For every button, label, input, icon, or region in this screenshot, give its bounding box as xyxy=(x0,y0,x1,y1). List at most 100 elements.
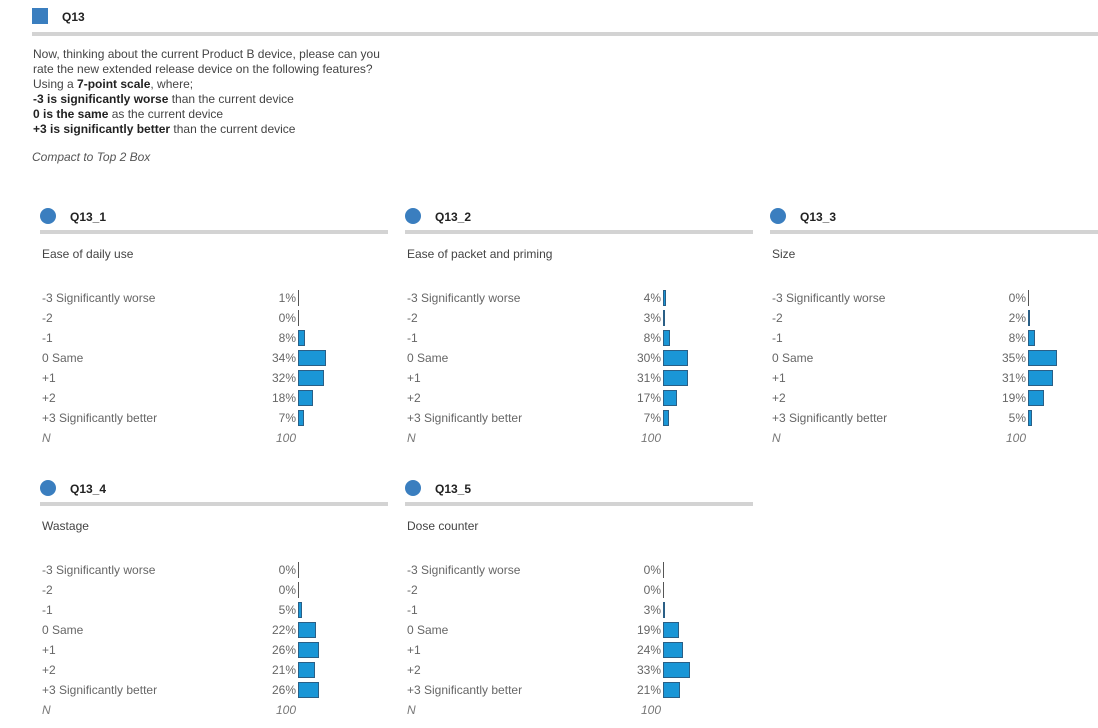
scale-label: -1 xyxy=(407,331,418,345)
percent-label: 5% xyxy=(1008,411,1026,425)
panel-description: Size xyxy=(772,247,796,261)
scale-row: -1 3% xyxy=(407,600,747,620)
bar xyxy=(663,602,666,618)
n-value: 100 xyxy=(275,431,296,445)
bar xyxy=(663,310,666,326)
scale-row: +3 Significantly better 26% xyxy=(42,680,382,700)
scale-row: 0 Same 34% xyxy=(42,348,382,368)
scale-row: 0 Same 35% xyxy=(772,348,1098,368)
percent-label: 24% xyxy=(636,643,661,657)
scale-label: +2 xyxy=(407,391,421,405)
intro-line: +3 is significantly better than the curr… xyxy=(33,122,380,137)
scale-label: +2 xyxy=(42,663,56,677)
bar xyxy=(663,350,688,366)
intro-line: rate the new extended release device on … xyxy=(33,62,373,76)
circle-icon xyxy=(40,208,56,224)
scale-row: +3 Significantly better 5% xyxy=(772,408,1098,428)
n-label: N xyxy=(772,431,781,445)
circle-icon xyxy=(770,208,786,224)
percent-label: 8% xyxy=(1008,331,1026,345)
n-label: N xyxy=(42,703,51,717)
t: 0 is the same xyxy=(33,107,109,121)
scale-label: +2 xyxy=(42,391,56,405)
n-value: 100 xyxy=(275,703,296,717)
scale-row: -3 Significantly worse 1% xyxy=(42,288,382,308)
scale-row: +1 32% xyxy=(42,368,382,388)
scale-row: +1 24% xyxy=(407,640,747,660)
bar xyxy=(298,622,317,638)
bar xyxy=(663,682,681,698)
percent-label: 32% xyxy=(271,371,296,385)
scale-row: 0 Same 30% xyxy=(407,348,747,368)
n-row: N 100 xyxy=(42,700,382,720)
bar xyxy=(663,622,679,638)
percent-label: 8% xyxy=(278,331,296,345)
question-square-icon xyxy=(32,8,48,24)
circle-icon xyxy=(405,208,421,224)
compact-note: Compact to Top 2 Box xyxy=(32,150,151,164)
bar xyxy=(298,642,320,658)
percent-label: 21% xyxy=(636,683,661,697)
circle-icon xyxy=(405,480,421,496)
scale-label: 0 Same xyxy=(42,623,84,637)
scale-label: -1 xyxy=(772,331,783,345)
bar xyxy=(298,410,304,426)
percent-label: 0% xyxy=(278,563,296,577)
scale-row: -2 0% xyxy=(42,580,382,600)
scale-label: 0 Same xyxy=(407,623,449,637)
scale-row: +1 31% xyxy=(407,368,747,388)
panel-description: Wastage xyxy=(42,519,89,533)
t: than the current device xyxy=(168,92,294,106)
percent-label: 21% xyxy=(271,663,296,677)
n-row: N 100 xyxy=(772,428,1098,448)
scale-label: -3 Significantly worse xyxy=(407,563,521,577)
panel-divider xyxy=(40,230,388,234)
scale-label: -2 xyxy=(42,583,53,597)
n-value: 100 xyxy=(1005,431,1026,445)
question-title: Q13 xyxy=(62,10,85,24)
percent-label: 31% xyxy=(1001,371,1026,385)
bar xyxy=(663,330,670,346)
panel-title: Q13_2 xyxy=(435,210,472,224)
chart-panel-q13-2: Q13_2 Ease of packet and priming -3 Signif… xyxy=(405,206,753,456)
scale-row: +2 21% xyxy=(42,660,382,680)
scale-label: 0 Same xyxy=(42,351,84,365)
intro-line: 0 is the same as the current device xyxy=(33,107,380,122)
scale-row: +2 18% xyxy=(42,388,382,408)
chart-panel-q13-1: Q13_1 Ease of daily use -3 Significantly w… xyxy=(40,206,388,456)
scale-label: +2 xyxy=(407,663,421,677)
n-label: N xyxy=(42,431,51,445)
percent-label: 26% xyxy=(271,643,296,657)
scale-row: -2 2% xyxy=(772,308,1098,328)
panel-divider xyxy=(405,230,753,234)
scale-row: +1 26% xyxy=(42,640,382,660)
percent-label: 18% xyxy=(271,391,296,405)
bar xyxy=(298,390,313,406)
scale-row: -2 0% xyxy=(407,580,747,600)
t: , where; xyxy=(150,77,194,91)
scale-row: -1 8% xyxy=(407,328,747,348)
percent-label: 1% xyxy=(278,291,296,305)
scale-label: -1 xyxy=(42,603,53,617)
scale-label: +3 Significantly better xyxy=(407,411,523,425)
percent-label: 19% xyxy=(1001,391,1026,405)
percent-label: 26% xyxy=(271,683,296,697)
scale-row: -3 Significantly worse 4% xyxy=(407,288,747,308)
chart-panel-q13-4: Q13_4 Wastage -3 Significantly worse 0% -2 0%… xyxy=(40,478,388,728)
t: Using a xyxy=(33,77,78,91)
percent-label: 0% xyxy=(278,311,296,325)
bar xyxy=(1028,310,1030,326)
bar xyxy=(298,682,320,698)
scale-label: -2 xyxy=(407,311,418,325)
circle-icon xyxy=(40,480,56,496)
percent-label: 3% xyxy=(643,603,661,617)
bar xyxy=(298,602,303,618)
percent-label: 0% xyxy=(643,583,661,597)
bar xyxy=(298,290,299,306)
bar xyxy=(663,642,683,658)
question-text: Now, thinking about the current Product … xyxy=(33,47,380,137)
n-row: N 100 xyxy=(42,428,382,448)
panel-title: Q13_3 xyxy=(800,210,837,224)
scale-label: 0 Same xyxy=(772,351,814,365)
scale-row: 0 Same 22% xyxy=(42,620,382,640)
